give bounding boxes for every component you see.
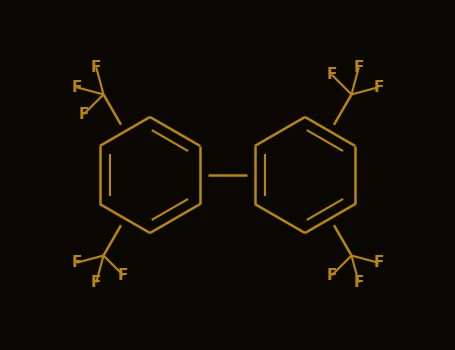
Text: F: F xyxy=(91,275,101,290)
Text: F: F xyxy=(118,268,128,283)
Text: F: F xyxy=(327,67,337,82)
Text: F: F xyxy=(79,107,89,122)
Text: F: F xyxy=(327,268,337,283)
Text: F: F xyxy=(374,80,384,95)
Text: F: F xyxy=(354,60,364,75)
Text: F: F xyxy=(354,275,364,290)
Text: F: F xyxy=(71,80,81,95)
Text: F: F xyxy=(374,255,384,270)
Text: F: F xyxy=(71,255,81,270)
Text: F: F xyxy=(91,60,101,75)
